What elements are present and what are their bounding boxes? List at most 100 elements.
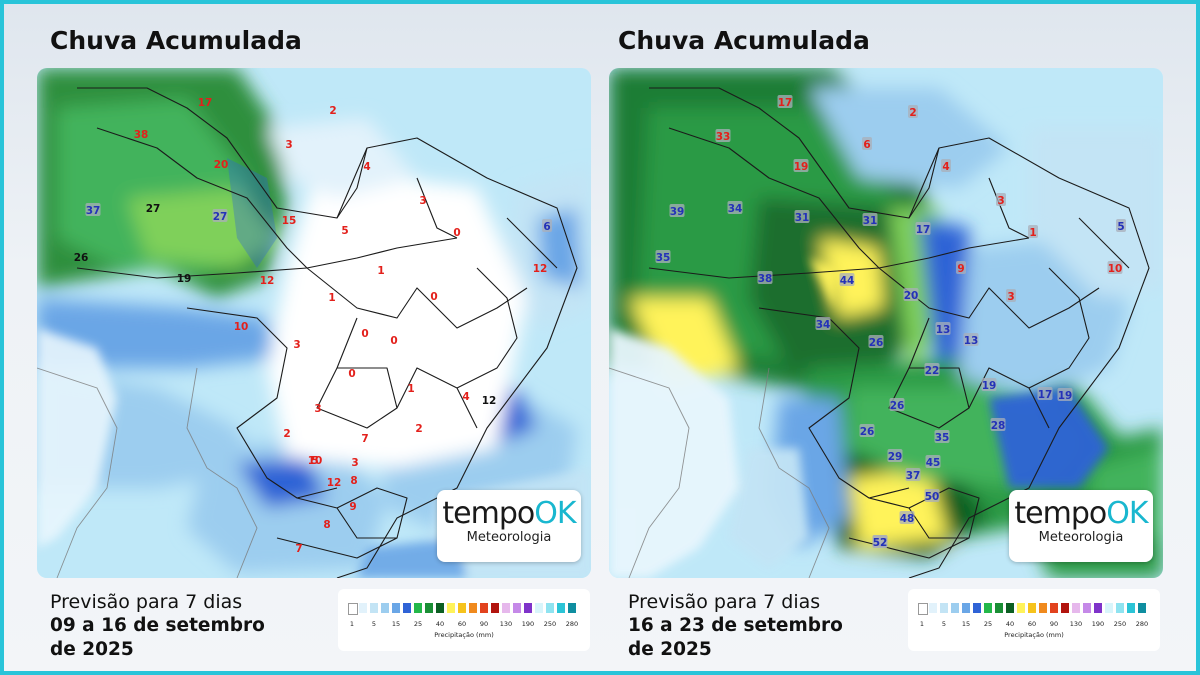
rain-value-bg (905, 468, 921, 481)
rain-value-text: 6 (863, 139, 870, 151)
legend-swatch (1039, 603, 1047, 613)
legend-swatch (480, 603, 488, 613)
rain-value-label: 12 (482, 395, 497, 407)
rain-value-label: 0 (390, 335, 397, 347)
legend-tick: 90 (1049, 620, 1059, 628)
rain-value-text: 0 (361, 328, 368, 340)
legend-tick: 250 (543, 620, 557, 628)
legend-tick: 15 (391, 620, 401, 628)
rain-value-bg (981, 378, 997, 391)
rainfall-map-right[interactable]: 17 2 33 6 19 4 39 34 31 31 17 3 1 5 35 38 44 9 10 20 3 34 13 13… (609, 68, 1163, 578)
legend-swatch (436, 603, 444, 613)
legend-tick: 280 (1135, 620, 1149, 628)
rain-value-text: 6 (543, 221, 550, 233)
rain-value-text: 33 (716, 131, 731, 143)
rain-value-bg (925, 455, 941, 468)
legend-swatch (1138, 603, 1146, 613)
rain-value-text: 1 (407, 383, 414, 395)
legend-swatch (381, 603, 389, 613)
legend-swatch (1105, 603, 1113, 613)
rain-value-bg (839, 273, 855, 286)
rain-value-text: 26 (74, 252, 89, 264)
rain-value-label: 34 (815, 317, 831, 331)
rain-value-text: 19 (177, 273, 192, 285)
legend-swatch (392, 603, 400, 613)
rain-value-text: 0 (348, 368, 355, 380)
rain-value-label: 3 (285, 139, 292, 151)
rain-value-text: 4 (942, 161, 949, 173)
rain-value-text: 12 (260, 275, 275, 287)
rain-value-label: 33 (715, 129, 731, 143)
legend-swatch (359, 603, 367, 613)
rain-value-label: 35 (934, 430, 950, 444)
legend-swatch (1127, 603, 1135, 613)
country-borders-right (609, 367, 830, 578)
rain-value-text: 34 (728, 203, 743, 215)
rain-value-label: 27 (146, 203, 161, 215)
rain-value-label: 38 (757, 271, 773, 285)
legend-tick: 5 (371, 620, 377, 628)
rain-value-bg (868, 335, 884, 348)
legend-tick: 130 (499, 620, 513, 628)
brand-logo-left: tempoOK (442, 496, 576, 531)
rain-value-bg (924, 363, 940, 376)
rain-value-text: 44 (840, 275, 855, 287)
rain-value-text: 9 (957, 263, 964, 275)
rain-value-bg (1006, 289, 1016, 302)
legend-swatch (491, 603, 499, 613)
legend-title-right: Precipitação (mm) (1004, 631, 1064, 639)
rain-value-label: 5 (1116, 219, 1126, 233)
rain-value-label: 3 (1006, 289, 1016, 303)
rain-value-label: 44 (839, 273, 855, 287)
rain-value-label: 0 (361, 328, 368, 340)
rain-value-label: 0 (348, 368, 355, 380)
rainfall-map-left[interactable]: 17 2 38 3 20 4 37 27 27 15 5 3 0 6 26 19 12 1 12 1 0 10 3 0 0 0 1 4… (37, 68, 591, 578)
forecast-period-right: 16 a 23 de setembro de 2025 (628, 614, 843, 662)
rain-value-label: 15 (282, 215, 297, 227)
rain-value-label: 3 (351, 457, 358, 469)
rain-value-label: 28 (990, 418, 1006, 432)
rain-value-label: 17 (777, 95, 793, 109)
legend-swatch (951, 603, 959, 613)
legend-tick: 5 (941, 620, 947, 628)
rain-value-label: 3 (996, 193, 1006, 207)
rain-value-label: 5 (311, 455, 318, 467)
rain-value-text: 26 (860, 426, 875, 438)
rain-value-bg (793, 159, 809, 172)
rain-value-label: 26 (868, 335, 884, 349)
rain-value-text: 12 (482, 395, 497, 407)
rain-value-bg (1037, 387, 1053, 400)
legend-swatch (557, 603, 565, 613)
rain-value-text: 10 (1108, 263, 1123, 275)
rain-value-label: 12 (327, 477, 342, 489)
rain-value-bg (212, 209, 228, 222)
rain-value-label: 1 (1028, 225, 1038, 239)
rain-value-text: 1 (377, 265, 384, 277)
rain-value-text: 2 (329, 105, 336, 117)
rain-value-text: 48 (900, 513, 915, 525)
period-line1-right: 16 a 23 de setembro (628, 615, 843, 636)
rain-value-bg (934, 430, 950, 443)
rain-value-text: 3 (351, 457, 358, 469)
rain-value-label: 12 (533, 263, 548, 275)
rain-value-bg (963, 333, 979, 346)
rain-value-text: 1 (1029, 227, 1036, 239)
rain-value-label: 19 (793, 159, 809, 173)
legend-swatch (370, 603, 378, 613)
legend-swatch (348, 603, 358, 615)
rain-value-label: 31 (794, 210, 810, 224)
rain-value-label: 13 (935, 322, 951, 336)
rain-value-text: 22 (925, 365, 940, 377)
rain-value-text: 31 (863, 215, 878, 227)
rain-value-label: 50 (924, 489, 940, 503)
rain-value-text: 8 (350, 475, 357, 487)
rain-value-bg (924, 489, 940, 502)
rain-value-text: 3 (1007, 291, 1014, 303)
rain-value-label: 9 (349, 501, 356, 513)
rain-value-label: 45 (925, 455, 941, 469)
rain-value-label: 3 (419, 195, 426, 207)
rain-value-bg (935, 322, 951, 335)
rain-value-text: 31 (795, 212, 810, 224)
rain-value-label: 4 (462, 391, 469, 403)
